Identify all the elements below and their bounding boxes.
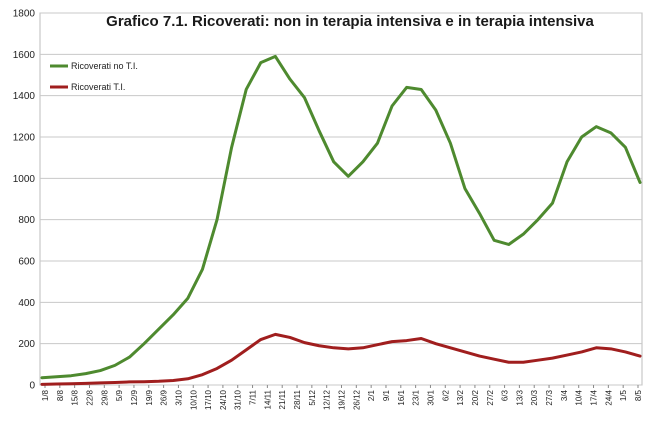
y-tick-label: 600 (18, 257, 35, 268)
x-tick-label: 27/3 (545, 389, 554, 405)
x-tick-label: 30/1 (426, 389, 435, 405)
x-tick-label: 14/11 (263, 389, 272, 409)
x-tick-label: 7/11 (249, 389, 258, 405)
y-tick-label: 800 (18, 215, 35, 226)
x-tick-label: 19/9 (145, 389, 154, 405)
x-tick-label: 19/12 (338, 389, 347, 410)
x-tick-label: 17/10 (204, 389, 213, 410)
x-tick-label: 1/5 (619, 389, 628, 401)
x-tick-label: 28/11 (293, 389, 302, 409)
x-tick-label: 6/2 (441, 389, 450, 401)
x-tick-label: 24/4 (604, 389, 613, 405)
y-axis: 0 200 400 600 800 1000 1200 1400 1600 1800 (13, 9, 36, 392)
x-tick-label: 20/2 (471, 389, 480, 405)
chart-title: Grafico 7.1. Ricoverati: non in terapia … (106, 13, 594, 30)
x-tick-label: 17/4 (590, 389, 599, 405)
x-tick-label: 8/5 (634, 389, 643, 401)
x-tick-label: 5/12 (308, 389, 317, 405)
x-tick-label: 29/8 (100, 389, 109, 405)
x-tick-label: 22/8 (85, 389, 94, 405)
x-tick-label: 6/3 (501, 389, 510, 401)
y-tick-label: 1800 (13, 9, 36, 20)
y-tick-label: 200 (18, 339, 35, 350)
y-tick-label: 400 (18, 298, 35, 309)
x-tick-label: 16/1 (397, 389, 406, 405)
x-tick-label: 13/3 (515, 389, 524, 405)
x-tick-label: 26/12 (352, 389, 361, 410)
x-tick-label: 15/8 (71, 389, 80, 405)
x-tick-label: 9/1 (382, 389, 391, 401)
x-tick-label: 5/9 (115, 389, 124, 401)
series-line-0 (40, 54, 642, 380)
y-tick-label: 1000 (13, 174, 36, 185)
legend-label-0: Ricoverati no T.I. (71, 61, 138, 71)
x-tick-label: 2/1 (367, 389, 376, 401)
y-tick-label: 1200 (13, 133, 36, 144)
x-tick-label: 24/10 (219, 389, 228, 410)
legend-label-1: Ricoverati T.I. (71, 82, 125, 92)
x-tick-label: 10/10 (189, 389, 198, 410)
legend: Ricoverati no T.I. Ricoverati T.I. (50, 61, 138, 92)
x-tick-label: 21/11 (278, 389, 287, 409)
x-tick-label: 10/4 (575, 389, 584, 405)
series-lines (40, 54, 642, 386)
x-tick-label: 8/8 (56, 389, 65, 401)
x-tick-label: 12/12 (323, 389, 332, 410)
x-tick-label: 13/2 (456, 389, 465, 405)
x-tick-label: 31/10 (234, 389, 243, 410)
x-tick-label: 1/8 (41, 389, 50, 401)
x-tick-label: 23/1 (412, 389, 421, 405)
x-tick-label: 12/9 (130, 389, 139, 405)
x-tick-label: 3/4 (560, 389, 569, 401)
x-tick-label: 3/10 (174, 389, 183, 405)
y-tick-label: 1400 (13, 91, 36, 102)
x-tick-label: 20/3 (530, 389, 539, 405)
y-tick-label: 1600 (13, 50, 36, 61)
x-tick-label: 27/2 (486, 389, 495, 405)
x-tick-label: 26/9 (160, 389, 169, 405)
plot-area (39, 12, 643, 386)
series-line-1 (40, 332, 642, 386)
x-axis: 1/8 8/8 15/8 22/8 29/8 5/9 12/9 19/9 26/9 3/10 10/… (41, 385, 643, 410)
y-tick-label: 0 (29, 381, 35, 392)
gridlines (40, 12, 642, 386)
